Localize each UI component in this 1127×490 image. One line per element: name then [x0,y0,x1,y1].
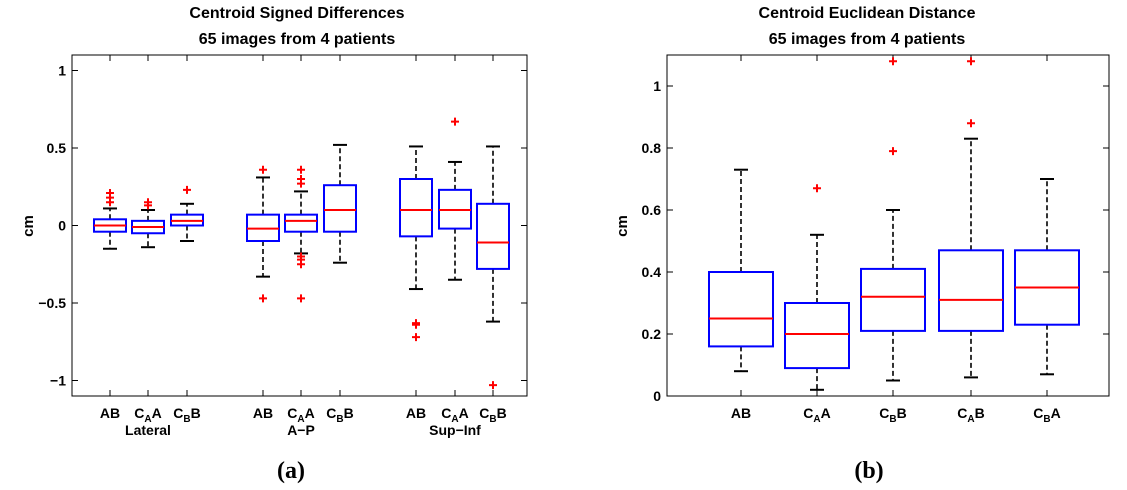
chart-a-outlier-marker [297,165,305,174]
chart-a-xtick-label: CAA [287,405,314,425]
chart-a-xtick-label: AB [406,405,426,421]
chart-b-ytick-label: 0 [653,388,661,404]
chart-a-box-7: AB [399,55,433,421]
chart-a-box-4: AB [246,55,280,421]
chart-b-iqr-box [860,267,926,332]
chart-b-box-5: CBA [1014,55,1080,425]
chart-b-xtick-label: CAA [803,405,830,425]
chart-b-iqr-box [784,302,850,370]
chart-a-box-9: CBB [476,55,510,425]
chart-a-xtick-label: CAA [134,405,161,425]
chart-b-xtick-label: CAB [957,405,984,425]
chart-b-ytick-label: 0.8 [642,140,662,156]
chart-a-outlier-marker [412,333,420,342]
chart-a-box-5: CAA [284,55,318,425]
chart-a-group-label: Sup−Inf [429,422,481,438]
chart-a-ylabel: cm [20,215,37,237]
chart-b-outlier-marker [813,184,821,193]
chart-b-xtick-label: CBB [879,405,906,425]
chart-a-xtick-label: CBB [173,405,200,425]
chart-a-xtick-label: CBB [479,405,506,425]
chart-b-caption: (b) [854,458,883,484]
chart-a-outlier-marker [259,294,267,303]
chart-a-ytick-label: 0 [58,218,66,234]
chart-a-ytick-label: 0.5 [47,140,67,156]
chart-b-ytick-label: 1 [653,78,661,94]
chart-a-box-6: CBB [323,55,357,425]
chart-a-title: Centroid Signed Differences [189,5,404,22]
chart-a-ytick-label: −0.5 [38,295,66,311]
chart-b-iqr-box [708,271,774,348]
chart-a-iqr-box [399,178,433,238]
chart-a-group-label: A−P [287,422,315,438]
chart-a-iqr-box [476,202,510,270]
chart-a-subtitle: 65 images from 4 patients [199,31,396,48]
chart-a-outlier-marker [106,188,114,197]
chart-b-outlier-marker [889,57,897,66]
chart-b-ytick-label: 0.2 [642,326,662,342]
chart-a-outlier-marker [412,320,420,329]
chart-b-plot: 0 0.2 0.4 0.6 0.8 1 AB CAA CBB CAB CBA [642,54,1110,425]
chart-a-axes-frame [71,54,528,397]
chart-a-outlier-marker [144,198,152,207]
chart-b-box-2: CAA [784,55,850,425]
chart-b-ylabel: cm [614,215,631,237]
chart-a-group-label: Lateral [125,422,171,438]
chart-a-ytick-label: 1 [58,63,66,79]
chart-a-iqr-box [284,213,318,233]
chart-a-box-3: CBB [170,55,204,425]
chart-a-outlier-marker [297,260,305,269]
chart-b-box-4: CAB [938,55,1004,425]
chart-b-box-1: AB [708,55,774,421]
chart-a-box-2: CAA [131,55,165,425]
chart-a-iqr-box [323,184,357,233]
chart-a-xtick-label: CBB [326,405,353,425]
chart-b-xtick-label: CBA [1033,405,1060,425]
chart-a-outlier-marker [489,381,497,390]
chart-b-xtick-label: AB [731,405,751,421]
chart-a-outlier-marker [297,179,305,188]
chart-b-iqr-box [938,249,1004,332]
chart-a-xtick-label: CAA [441,405,468,425]
chart-b-outlier-marker [967,119,975,128]
chart-b-outlier-marker [967,57,975,66]
chart-b-outlier-marker [889,147,897,156]
chart-b-ytick-label: 0.4 [642,264,662,280]
chart-a-box-8: CAA [438,55,472,425]
chart-a-xtick-label: AB [253,405,273,421]
chart-b-title: Centroid Euclidean Distance [759,5,976,22]
chart-a-outlier-marker [451,117,459,126]
chart-a-outlier-marker [297,294,305,303]
chart-a-outlier-marker [259,165,267,174]
chart-a-box-1: AB [93,55,127,421]
chart-b-box-3: CBB [860,55,926,425]
chart-b-ytick-label: 0.6 [642,202,662,218]
chart-b-subtitle: 65 images from 4 patients [769,31,966,48]
chart-a-ytick-label: −1 [50,373,66,389]
chart-a-caption: (a) [277,458,305,484]
chart-a-outlier-marker [183,185,191,194]
chart-a-xtick-label: AB [100,405,120,421]
chart-b-axes-frame [666,54,1110,397]
